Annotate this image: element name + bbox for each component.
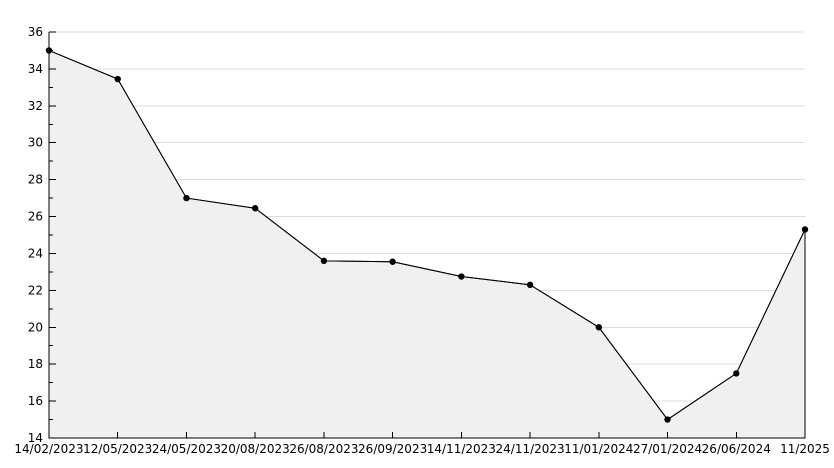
x-tick-label: 24/11/2023 <box>496 442 565 456</box>
data-point-marker <box>183 194 190 202</box>
y-tick-label: 16 <box>28 394 43 408</box>
y-tick-label: 28 <box>28 173 43 187</box>
x-tick-label: 26/06/2024 <box>702 442 771 456</box>
data-point-marker <box>733 370 740 377</box>
y-tick-label: 14 <box>28 431 43 445</box>
data-point-marker <box>114 75 121 83</box>
x-tick-label: 26/09/2023 <box>358 442 427 456</box>
y-tick-label: 22 <box>28 283 43 297</box>
data-point-marker <box>664 416 671 423</box>
y-tick-label: 30 <box>28 136 43 150</box>
x-tick-label: 20/08/2023 <box>221 442 290 456</box>
y-tick-label: 24 <box>28 246 43 260</box>
x-tick-label: 26/08/2023 <box>289 442 358 456</box>
y-tick-label: 26 <box>28 210 43 224</box>
y-tick-label: 34 <box>28 62 43 76</box>
x-tick-label: 24/05/2023 <box>152 442 221 456</box>
data-point-marker <box>389 258 396 265</box>
y-tick-label: 32 <box>28 99 43 113</box>
data-point-marker <box>251 205 259 212</box>
series-line <box>48 49 806 421</box>
y-tick-label: 18 <box>28 357 43 371</box>
data-point-marker <box>320 257 328 265</box>
x-tick-label: 14/11/2023 <box>427 442 496 456</box>
x-tick-label: 12/05/2023 <box>83 442 152 456</box>
y-tick-label: 20 <box>28 320 43 334</box>
data-point-marker <box>458 273 465 280</box>
data-point-marker <box>45 47 53 54</box>
data-point-marker <box>595 324 603 331</box>
x-tick-label: 11/01/2024 <box>564 442 633 456</box>
data-point-marker <box>526 281 534 289</box>
x-tick-label: 27/01/2024 <box>633 442 702 456</box>
x-tick-label: 14/02/2023 <box>14 442 83 456</box>
x-tick-label: 11/2025 <box>780 442 830 456</box>
data-point-marker <box>801 226 809 233</box>
y-tick-label: 36 <box>28 25 43 39</box>
